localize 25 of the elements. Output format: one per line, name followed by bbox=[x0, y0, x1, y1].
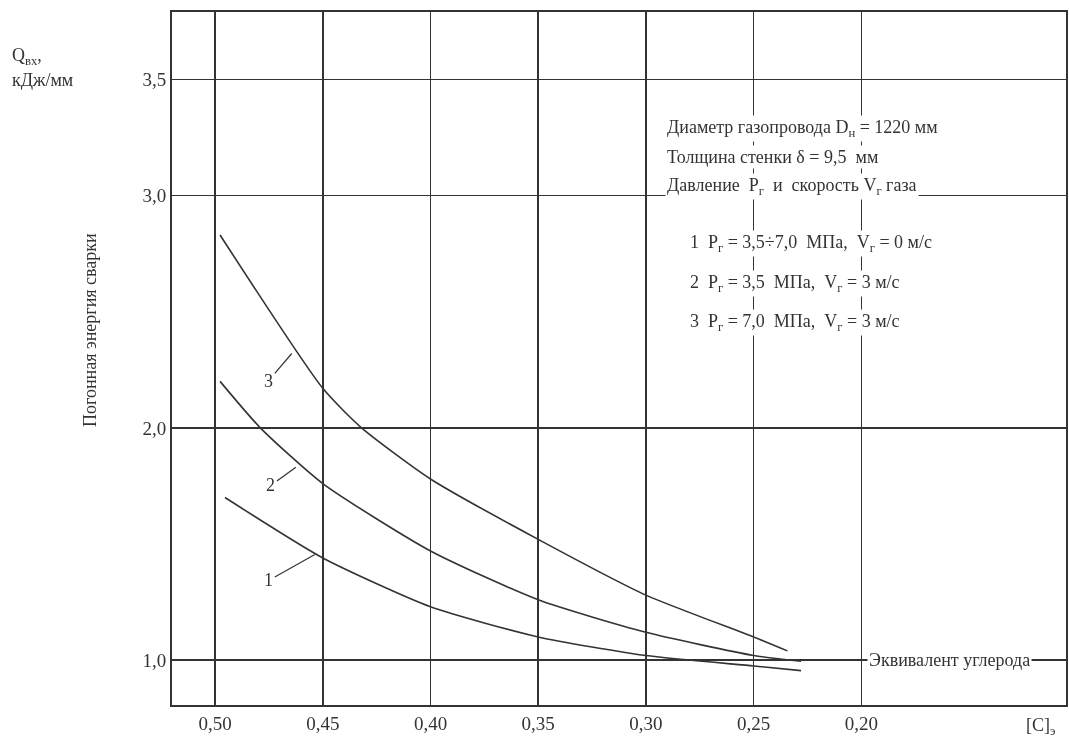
text: Q$_{вх}$, bbox=[12, 45, 42, 68]
annotation: 2 bbox=[266, 475, 275, 495]
x-tick-label: 0,30 bbox=[629, 712, 663, 734]
y-tick-label: 2,0 bbox=[142, 417, 167, 439]
annotation: 3 P$_{г}$ = 7,0 МПа, V$_{г}$ = 3 м/с bbox=[690, 311, 900, 334]
annotation: 3 bbox=[264, 371, 273, 391]
x-tick-label: 0,35 bbox=[521, 712, 555, 734]
text: кДж/мм bbox=[12, 70, 74, 90]
annotation: 2 P$_{г}$ = 3,5 МПа, V$_{г}$ = 3 м/с bbox=[690, 272, 900, 295]
y-axis-title: Погонная энергия сварки bbox=[80, 232, 100, 427]
annotation: 1 P$_{г}$ = 3,5÷7,0 МПа, V$_{г}$ = 0 м/с bbox=[690, 232, 932, 255]
y-tick-label: 1,0 bbox=[142, 649, 167, 671]
annotation: Давление P$_{г}$ и скорость V$_{г}$ газа bbox=[667, 175, 917, 198]
x-tick-label: 0,25 bbox=[737, 712, 771, 734]
y-tick-label: 3,5 bbox=[142, 69, 167, 91]
annotation: Диаметр газопровода D$_{н}$ = 1220 мм bbox=[667, 117, 938, 140]
y-tick-label: 3,0 bbox=[142, 185, 167, 207]
x-axis-title: [C]$_{э}$ bbox=[1026, 715, 1056, 738]
annotation: 1 bbox=[264, 570, 273, 590]
x-tick-label: 0,45 bbox=[306, 712, 340, 734]
annotation: Толщина стенки δ = 9,5 мм bbox=[667, 147, 879, 167]
x-tick-label: 0,50 bbox=[198, 712, 232, 734]
x-tick-label: 0,20 bbox=[844, 712, 878, 734]
x-tick-label: 0,40 bbox=[413, 712, 448, 734]
annotation: Эквивалент углерода bbox=[869, 650, 1031, 670]
